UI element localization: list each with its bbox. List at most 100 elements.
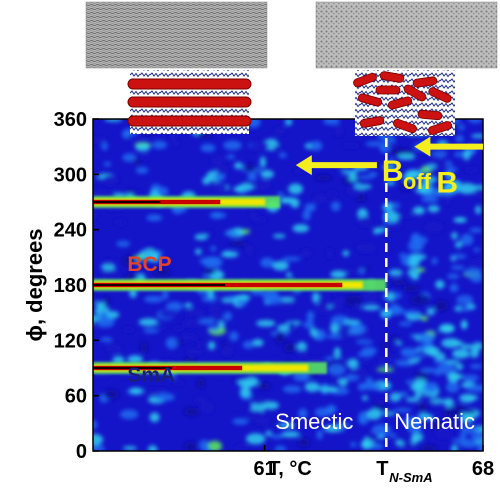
heatmap-cell — [97, 316, 115, 328]
heatmap-cell — [306, 356, 325, 364]
heatmap-cell — [462, 150, 471, 161]
heatmap-cell — [358, 175, 374, 180]
heatmap-cell — [420, 367, 438, 373]
heatmap-cell — [93, 211, 98, 219]
heatmap-cell — [334, 297, 347, 306]
heatmap-cell — [216, 164, 228, 176]
heatmap-cell — [244, 244, 254, 256]
heatmap-cell — [417, 403, 428, 413]
heatmap-cell — [402, 310, 420, 316]
heatmap-cell — [468, 258, 483, 271]
heatmap-cell — [395, 439, 404, 447]
heatmap-cell — [356, 242, 377, 253]
rod — [379, 71, 405, 83]
heatmap-cell — [424, 221, 444, 233]
heatmap-cell — [210, 245, 217, 252]
annotation-bcp: BCP — [127, 253, 171, 276]
heatmap-cell — [265, 430, 273, 436]
bands-layer — [93, 196, 387, 374]
field-arrow-on: B — [414, 136, 483, 200]
heatmap-cell — [426, 307, 436, 316]
heatmap-cell — [342, 250, 350, 257]
heatmap-cell — [453, 217, 468, 223]
heatmap-cell — [304, 203, 316, 212]
heatmap-cell — [408, 258, 420, 268]
heatmap-cell — [467, 119, 483, 124]
heatmap-cell — [398, 321, 412, 327]
heatmap-cell — [149, 412, 160, 423]
heatmap-cell — [237, 378, 254, 388]
heatmap-cell — [292, 224, 310, 233]
heatmap-cell — [459, 425, 478, 435]
heatmap-cell — [140, 341, 148, 353]
heatmap-cells — [93, 119, 483, 451]
heatmap-cell — [453, 151, 465, 158]
heatmap-cell — [458, 123, 465, 131]
heatmap-cell — [420, 315, 429, 321]
heatmap-cell — [472, 342, 483, 351]
y-tick-label: 60 — [65, 386, 87, 408]
heatmap-cell — [419, 413, 431, 420]
y-tick-label: 120 — [54, 330, 87, 352]
heatmap-cell — [323, 119, 340, 126]
rod — [353, 72, 377, 88]
transition-label: T — [376, 458, 388, 480]
heatmap-cell — [340, 170, 359, 175]
heatmap-cell — [106, 311, 120, 319]
heatmap-cell — [338, 377, 348, 387]
heatmap-cell — [188, 308, 204, 317]
heatmap-cell — [223, 140, 242, 151]
heatmap-cell — [351, 368, 368, 377]
heatmap-cell — [242, 340, 255, 349]
heatmap-cell — [448, 373, 464, 380]
heatmap-cell — [434, 352, 446, 361]
overlay: Smectic Nematic BCP SmA B off B — [127, 123, 483, 451]
heatmap-cell — [381, 341, 390, 349]
smectic-micrograph — [85, 1, 268, 69]
heatmap-cell — [304, 382, 320, 392]
y-tick-label: 240 — [54, 220, 87, 242]
heatmap-cell — [375, 397, 387, 406]
heatmap-cell — [435, 280, 445, 289]
heatmap-cell — [313, 193, 328, 205]
heatmap-cell — [441, 338, 461, 348]
heatmap-cell — [471, 432, 483, 442]
heatmap-cell — [261, 289, 279, 301]
heatmap-cell — [400, 181, 412, 191]
heatmap-cell — [391, 280, 407, 285]
plot-area — [93, 119, 483, 451]
arrow-head — [414, 136, 431, 157]
heatmap-cell — [472, 184, 483, 189]
heatmap-cell — [380, 309, 392, 319]
heatmap-cell — [303, 320, 315, 329]
heatmap-cell — [431, 257, 438, 265]
heatmap-cell — [135, 143, 151, 152]
heatmap-cell — [103, 161, 112, 167]
heatmap-cell — [223, 311, 232, 321]
heatmap-cell — [173, 380, 185, 386]
heatmap-cell — [162, 289, 169, 300]
heatmap-cell — [134, 255, 145, 260]
nematic-inset — [315, 1, 498, 136]
heatmap-cell — [143, 295, 164, 303]
heatmap-cell — [251, 339, 264, 347]
heatmap-cell — [232, 418, 249, 425]
heatmap-cell — [401, 441, 416, 451]
heatmap-cell — [347, 358, 359, 369]
heatmap-cell — [451, 341, 465, 346]
arrow-head — [295, 155, 312, 176]
y-tick-label: 300 — [54, 164, 87, 186]
heatmap-cell — [354, 184, 372, 190]
heatmap-cell — [388, 353, 396, 360]
heatmap-cell — [93, 419, 98, 430]
heatmap-cell — [195, 248, 202, 255]
heatmap-cell — [197, 378, 205, 389]
heatmap-cell — [247, 171, 258, 182]
heatmap-cell — [309, 327, 318, 337]
heatmap-cell — [290, 198, 300, 209]
rod — [375, 85, 401, 95]
rod-layer — [127, 96, 252, 108]
heatmap-cell — [100, 337, 113, 342]
heatmap-cell — [445, 166, 458, 173]
